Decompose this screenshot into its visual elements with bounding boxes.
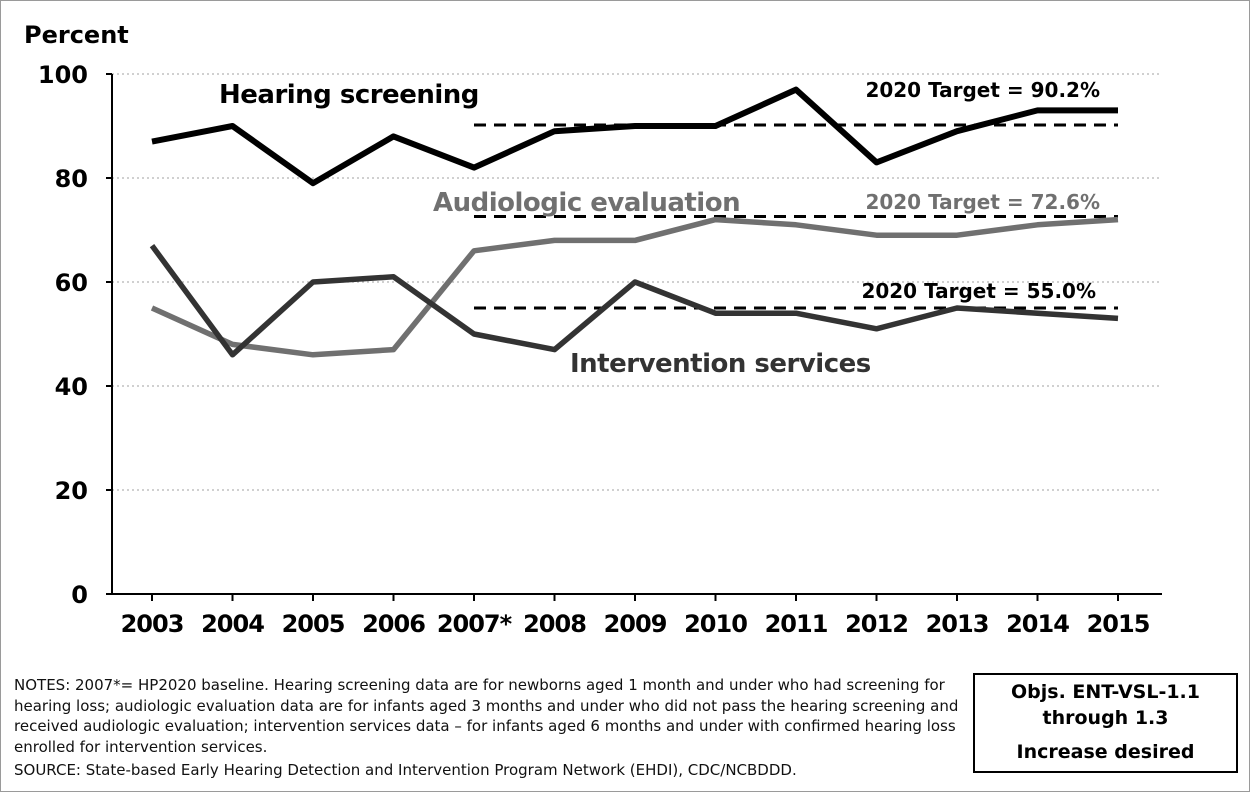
x-tick-label: 2005 <box>282 610 345 638</box>
objectives-line-2: through 1.3 <box>1042 707 1169 729</box>
series-labels: Hearing screening Audiologic evaluation In… <box>219 80 871 379</box>
y-tick-label: 20 <box>55 477 88 505</box>
series-line <box>149 243 1119 358</box>
x-tick-label: 2009 <box>604 610 667 638</box>
x-tick-label: 2007* <box>437 610 513 638</box>
axes <box>106 73 1162 601</box>
y-tick-label: 40 <box>55 373 88 401</box>
x-tick-labels: 2003 2004 2005 2006 2007* 2008 2009 2010 2011 201… <box>121 610 1151 638</box>
series-line <box>150 216 1119 358</box>
x-tick-label: 2015 <box>1087 610 1150 638</box>
x-tick-label: 2014 <box>1006 610 1069 638</box>
target-label: 2020 Target = 90.2% <box>865 78 1100 102</box>
series-label: Hearing screening <box>219 80 479 110</box>
x-tick-label: 2011 <box>765 610 828 638</box>
source-text: SOURCE: State-based Early Hearing Detect… <box>14 761 797 779</box>
y-tick-label: 60 <box>55 269 88 297</box>
x-tick-label: 2010 <box>684 610 747 638</box>
notes-block: NOTES: 2007*= HP2020 baseline. Hearing s… <box>14 675 964 781</box>
notes-text: NOTES: 2007*= HP2020 baseline. Hearing s… <box>14 676 959 756</box>
x-tick-label: 2004 <box>201 610 264 638</box>
series-label: Audiologic evaluation <box>433 188 740 218</box>
objectives-line-3: Increase desired <box>1016 741 1195 763</box>
y-tick-label: 0 <box>71 581 88 609</box>
series-lines <box>149 86 1119 358</box>
x-tick-label: 2003 <box>121 610 184 638</box>
series-line <box>151 86 1118 187</box>
target-label: 2020 Target = 72.6% <box>865 190 1100 214</box>
x-tick-label: 2008 <box>523 610 586 638</box>
series-label: Intervention services <box>570 349 871 379</box>
y-tick-labels: 0 20 40 60 80 100 <box>38 61 88 609</box>
target-lines: 2020 Target = 90.2% 2020 Target = 72.6% 20… <box>474 78 1118 310</box>
y-axis-label: Percent <box>24 21 129 49</box>
x-tick-label: 2013 <box>926 610 989 638</box>
y-tick-label: 80 <box>55 165 88 193</box>
objectives-line-1: Objs. ENT-VSL-1.1 <box>1011 681 1200 703</box>
x-tick-label: 2006 <box>362 610 425 638</box>
y-tick-label: 100 <box>38 61 88 89</box>
x-tick-label: 2012 <box>845 610 908 638</box>
target-label: 2020 Target = 55.0% <box>861 279 1096 303</box>
objectives-box: Objs. ENT-VSL-1.1 through 1.3 Increase d… <box>973 673 1238 773</box>
